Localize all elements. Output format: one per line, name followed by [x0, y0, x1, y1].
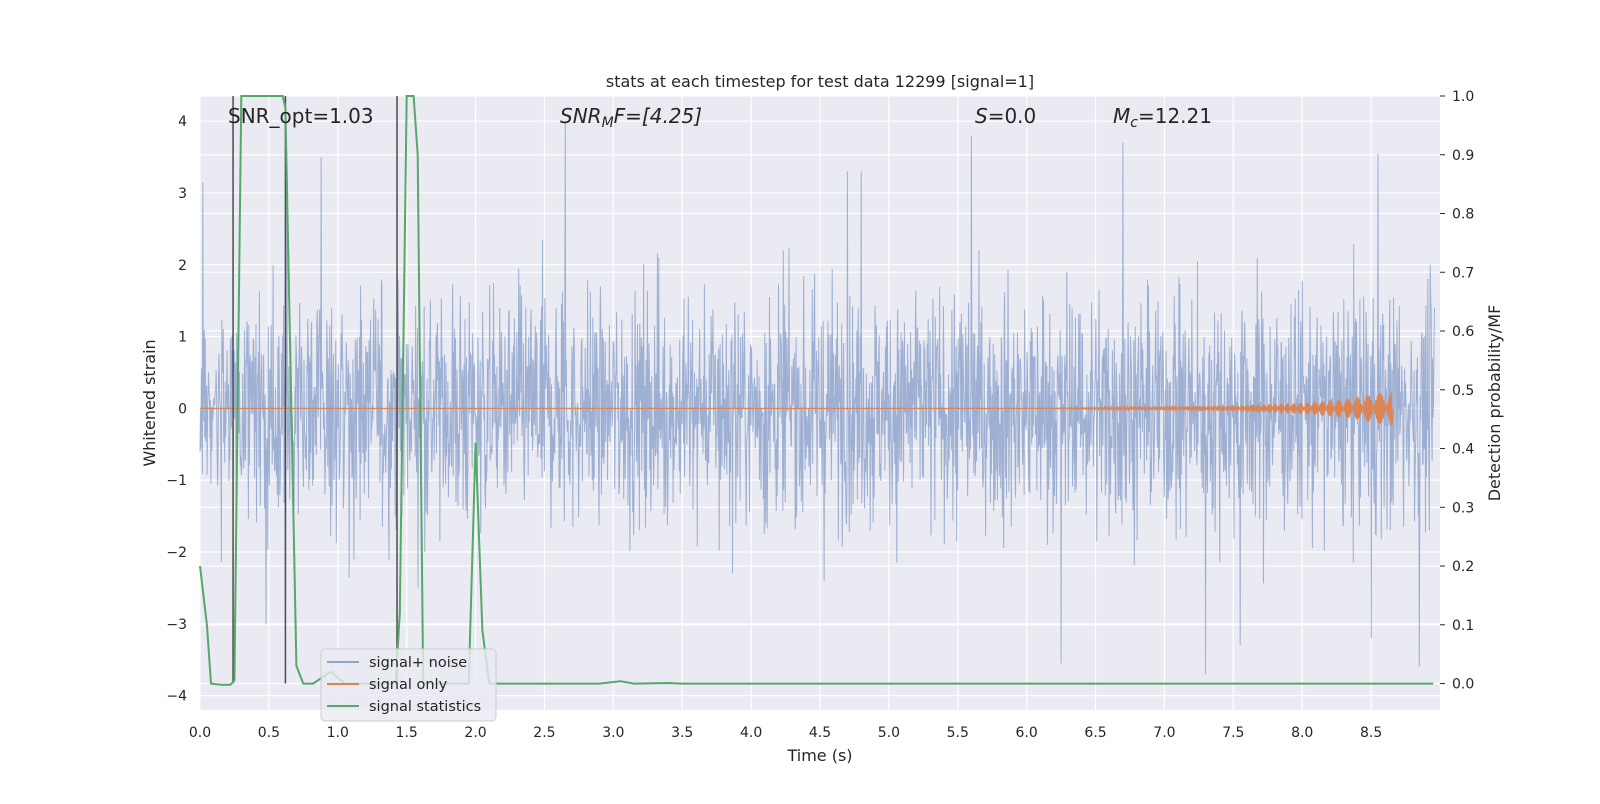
- x-tick-label: 3.5: [671, 725, 693, 741]
- x-tick-label: 5.0: [878, 725, 900, 741]
- y-tick-label: 2: [178, 258, 187, 274]
- signal-only-series: [200, 391, 1394, 426]
- x-tick-label: 6.0: [1016, 725, 1038, 741]
- y-axis-ticks: 4 3 2 1 0 −1 −2 −3 −4: [166, 114, 187, 705]
- x-tick-label: 6.5: [1084, 725, 1106, 741]
- signal-statistics-line: [199, 95, 1434, 686]
- y-tick-label: 0: [178, 401, 187, 417]
- y-right-tick-label: 0.2: [1452, 559, 1474, 575]
- chart-title: stats at each timestep for test data 122…: [606, 72, 1034, 91]
- x-tick-label: 8.5: [1360, 725, 1382, 741]
- x-tick-label: 7.5: [1222, 725, 1244, 741]
- y-tick-label: −1: [166, 473, 187, 489]
- y-right-axis-ticks: 1.0 0.9 0.8 0.7 0.6 0.5 0.4 0.3 0.2 0.1 0.0: [1440, 89, 1474, 693]
- detection-marker-lines: [232, 96, 398, 684]
- legend-label-signal-statistics: signal statistics: [369, 699, 481, 715]
- annotation-s: S=0.0: [975, 104, 1036, 128]
- y-right-axis-label: Detection probability/MF: [1485, 305, 1504, 502]
- y-right-tick-label: 0.9: [1452, 148, 1474, 164]
- x-tick-label: 2.0: [464, 725, 486, 741]
- y-right-tick-label: 0.1: [1452, 618, 1474, 634]
- y-tick-label: −2: [166, 545, 187, 561]
- x-tick-label: 2.5: [533, 725, 555, 741]
- y-right-tick-label: 0.7: [1452, 265, 1474, 281]
- annotation-snr-opt: SNR_opt=1.03: [228, 104, 374, 128]
- signal-noise-series: [199, 121, 1435, 675]
- x-tick-label: 8.0: [1291, 725, 1313, 741]
- x-tick-label: 5.5: [947, 725, 969, 741]
- x-tick-label: 1.0: [327, 725, 349, 741]
- y-tick-label: 4: [178, 114, 187, 130]
- annotation-snr-mf: SNRMF=[4.25]: [560, 104, 702, 131]
- x-axis-label: Time (s): [786, 746, 852, 765]
- x-tick-label: 4.0: [740, 725, 762, 741]
- y-right-tick-label: 1.0: [1452, 89, 1474, 105]
- annotation-mc: Mc=12.21: [1113, 104, 1212, 131]
- y-right-tick-label: 0.3: [1452, 500, 1474, 516]
- y-tick-label: 3: [178, 186, 187, 202]
- signal-only-line: [200, 391, 1394, 426]
- legend-box: [320, 648, 497, 722]
- y-tick-label: −3: [166, 617, 187, 633]
- legend-label-signal-noise: signal+ noise: [369, 655, 467, 671]
- x-axis-ticks: 0.0 0.5 1.0 1.5 2.0 2.5 3.0 3.5 4.0 4.5 5.0 5.5 6.0 6…: [189, 725, 1382, 741]
- legend: signal+ noise signal only signal statist…: [320, 648, 497, 722]
- signal-noise-line: [199, 121, 1435, 675]
- x-tick-label: 4.5: [809, 725, 831, 741]
- x-tick-label: 7.0: [1153, 725, 1175, 741]
- y-right-tick-label: 0.4: [1452, 442, 1474, 458]
- y-tick-label: 1: [178, 330, 187, 346]
- legend-label-signal-only: signal only: [369, 677, 448, 693]
- y-tick-label: −4: [166, 689, 187, 705]
- x-tick-label: 0.0: [189, 725, 211, 741]
- signal-statistics-series: [199, 95, 1434, 686]
- y-right-tick-label: 0.5: [1452, 383, 1474, 399]
- x-tick-label: 3.0: [602, 725, 624, 741]
- x-tick-label: 1.5: [396, 725, 418, 741]
- y-right-tick-label: 0.6: [1452, 324, 1474, 340]
- x-tick-label: 0.5: [258, 725, 280, 741]
- grid: [199, 95, 1440, 710]
- y-right-tick-label: 0.8: [1452, 207, 1474, 223]
- y-right-tick-label: 0.0: [1452, 677, 1474, 693]
- y-axis-label: Whitened strain: [140, 339, 159, 466]
